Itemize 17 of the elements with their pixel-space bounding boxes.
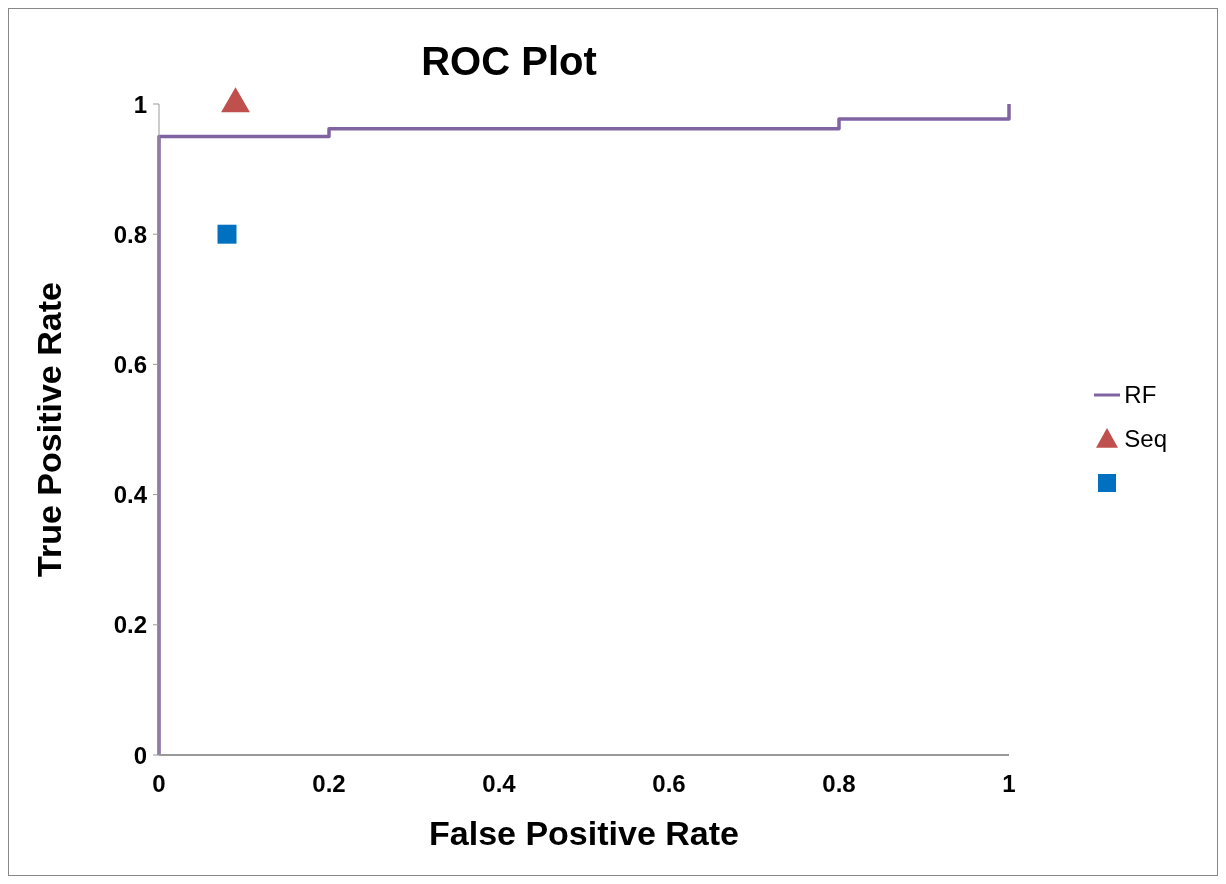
x-tick-label: 1 bbox=[1002, 770, 1016, 798]
x-tick-label: 0 bbox=[152, 770, 166, 798]
x-tick-label: 0.4 bbox=[482, 770, 517, 798]
y-tick-label: 1 bbox=[133, 90, 147, 118]
y-tick-label: 0.2 bbox=[113, 611, 147, 639]
y-tick-label: 0.6 bbox=[113, 350, 147, 378]
y-axis-title: True Positive Rate bbox=[30, 282, 69, 577]
x-tick-label: 0.6 bbox=[652, 770, 686, 798]
y-tick-label: 0.8 bbox=[113, 220, 147, 248]
y-tick-label: 0.4 bbox=[113, 481, 148, 509]
x-tick-label: 0.8 bbox=[822, 770, 856, 798]
x-axis-title: False Positive Rate bbox=[429, 814, 739, 852]
chart-title: ROC Plot bbox=[420, 39, 598, 84]
legend-label: RF bbox=[1124, 381, 1157, 409]
x-tick-label: 0.2 bbox=[312, 770, 346, 798]
legend-label: Seq bbox=[1124, 425, 1167, 453]
y-tick-label: 0 bbox=[133, 741, 147, 769]
